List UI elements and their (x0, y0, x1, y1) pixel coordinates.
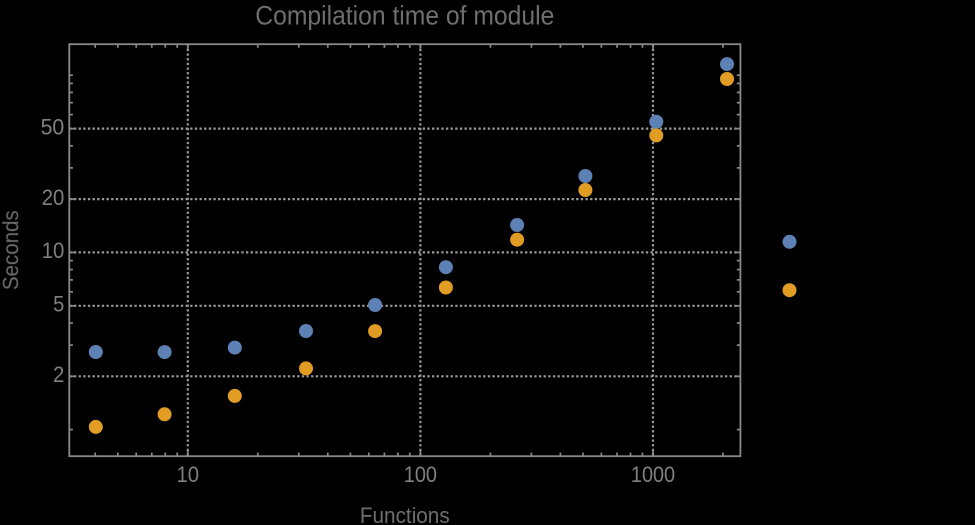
svg-text:Compilation time of module: Compilation time of module (255, 0, 554, 30)
svg-text:1000: 1000 (631, 462, 675, 487)
svg-text:Functions: Functions (360, 503, 450, 525)
svg-text:100: 100 (404, 462, 437, 487)
svg-text:Seconds: Seconds (0, 210, 23, 290)
svg-text:10: 10 (42, 238, 65, 263)
svg-text:5: 5 (53, 292, 64, 317)
svg-text:10: 10 (177, 462, 200, 487)
svg-text:50: 50 (41, 114, 65, 139)
svg-text:20: 20 (42, 185, 65, 210)
svg-text:2: 2 (53, 362, 64, 387)
